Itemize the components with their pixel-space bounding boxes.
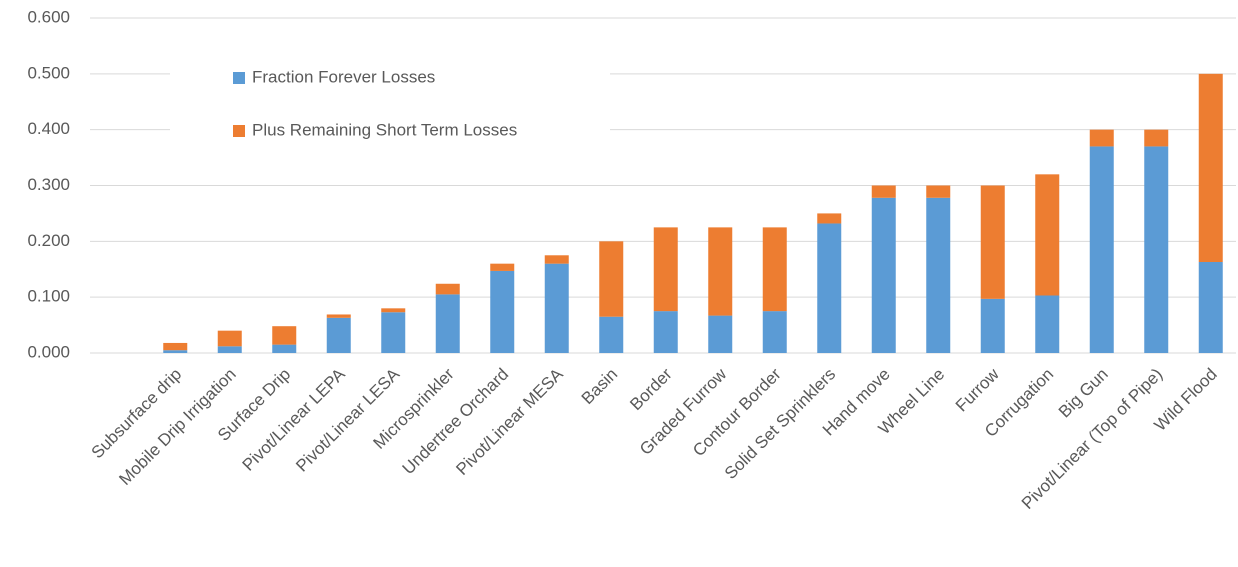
bar-segment	[272, 344, 297, 353]
legend-swatch	[233, 72, 245, 84]
bar-segment	[1198, 73, 1223, 262]
bar-segment	[490, 263, 515, 271]
legend-label: Plus Remaining Short Term Losses	[252, 120, 517, 139]
bar-segment	[381, 312, 406, 353]
y-tick-label: 0.200	[27, 231, 70, 250]
bar-segment	[1089, 146, 1114, 353]
legend-background	[170, 55, 610, 155]
bar-segment	[217, 330, 242, 347]
bar-segment	[871, 197, 896, 353]
bar-segment	[762, 311, 787, 353]
bar-segment	[980, 298, 1005, 353]
x-tick-label: Subsurface drip	[88, 365, 186, 463]
bar-segment	[1089, 129, 1114, 147]
y-tick-label: 0.400	[27, 119, 70, 138]
bar-segment	[762, 227, 787, 312]
bar-segment	[1144, 129, 1169, 147]
legend-label: Fraction Forever Losses	[252, 67, 435, 86]
bar-segment	[926, 197, 951, 353]
bar-segment	[217, 346, 242, 353]
bar-segment	[544, 255, 569, 264]
bar-segment	[817, 223, 842, 353]
bar-segment	[326, 317, 351, 353]
bar-segment	[326, 314, 351, 318]
bar-segment	[817, 213, 842, 224]
y-tick-label: 0.300	[27, 175, 70, 194]
bar-segment	[926, 185, 951, 198]
bar-segment	[544, 263, 569, 353]
bar-segment	[163, 342, 188, 351]
bar-segment	[1144, 146, 1169, 353]
legend-swatch	[233, 125, 245, 137]
bar-segment	[1035, 295, 1060, 353]
bar-segment	[708, 315, 733, 353]
x-tick-label: Border	[626, 364, 676, 414]
x-tick-label: Pivot/Linear LEPA	[239, 364, 350, 475]
y-tick-label: 0.000	[27, 342, 70, 361]
bar-segment	[871, 185, 896, 198]
y-tick-label: 0.600	[27, 7, 70, 26]
bar-segment	[980, 185, 1005, 299]
x-tick-label: Basin	[578, 365, 622, 409]
y-tick-label: 0.100	[27, 287, 70, 306]
bar-segment	[653, 227, 678, 312]
bar-segment	[490, 270, 515, 353]
bar-segment	[599, 316, 624, 353]
bar-segment	[381, 308, 406, 313]
bar-segment	[272, 326, 297, 345]
bar-segment	[435, 283, 460, 295]
x-tick-label: Pivot/Linear MESA	[452, 364, 567, 479]
bar-segment	[708, 227, 733, 316]
bar-segment	[653, 311, 678, 353]
bar-segment	[435, 294, 460, 353]
y-tick-label: 0.500	[27, 63, 70, 82]
x-tick-label: Furrow	[952, 364, 1003, 415]
x-tick-label: Pivot/Linear LESA	[292, 364, 403, 475]
bar-segment	[1035, 174, 1060, 296]
bar-segment	[599, 241, 624, 317]
bar-segment	[1198, 261, 1223, 353]
bar-segment	[163, 350, 188, 353]
